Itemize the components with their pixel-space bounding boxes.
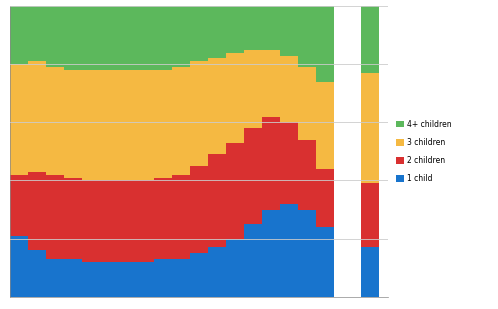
Bar (316, 82, 334, 169)
Bar (154, 259, 172, 297)
Bar (154, 6, 172, 70)
Bar (64, 6, 82, 70)
Bar (208, 6, 226, 58)
Bar (190, 166, 208, 253)
Bar (298, 140, 316, 210)
Bar (280, 6, 298, 56)
Bar (226, 239, 244, 297)
Bar (10, 64, 28, 175)
Bar (172, 6, 190, 67)
Bar (82, 6, 100, 70)
Bar (244, 50, 262, 128)
Bar (118, 6, 136, 70)
Bar (280, 122, 298, 204)
Bar (280, 204, 298, 297)
Bar (100, 180, 118, 262)
Bar (362, 247, 379, 297)
Bar (280, 56, 298, 122)
Bar (136, 6, 154, 70)
Bar (362, 6, 379, 73)
Bar (64, 178, 82, 259)
Bar (362, 183, 379, 247)
Bar (46, 67, 64, 175)
Bar (208, 154, 226, 247)
Bar (46, 6, 64, 67)
Bar (262, 50, 280, 116)
Bar (136, 262, 154, 297)
Bar (208, 247, 226, 297)
Bar (298, 210, 316, 297)
Bar (226, 6, 244, 53)
Bar (82, 262, 100, 297)
Bar (136, 180, 154, 262)
Bar (262, 6, 280, 50)
Bar (154, 70, 172, 178)
Bar (316, 6, 334, 82)
Bar (208, 58, 226, 154)
Bar (28, 172, 46, 250)
Bar (172, 259, 190, 297)
Bar (28, 250, 46, 297)
Bar (28, 6, 46, 61)
Bar (100, 6, 118, 70)
Bar (28, 61, 46, 172)
Bar (82, 70, 100, 180)
Bar (118, 70, 136, 180)
Bar (136, 70, 154, 180)
Bar (64, 70, 82, 178)
Bar (190, 6, 208, 61)
Bar (64, 259, 82, 297)
Bar (298, 6, 316, 67)
Bar (118, 180, 136, 262)
Bar (172, 175, 190, 259)
Bar (10, 175, 28, 236)
Bar (154, 178, 172, 259)
Bar (82, 180, 100, 262)
Bar (46, 259, 64, 297)
Bar (190, 253, 208, 297)
Bar (244, 6, 262, 50)
Bar (226, 143, 244, 239)
Bar (362, 73, 379, 183)
Bar (226, 53, 244, 143)
Bar (118, 262, 136, 297)
Bar (10, 236, 28, 297)
Bar (262, 210, 280, 297)
Bar (10, 6, 28, 64)
Bar (244, 128, 262, 224)
Bar (244, 224, 262, 297)
Bar (316, 227, 334, 297)
Bar (316, 169, 334, 227)
Bar (100, 70, 118, 180)
Bar (46, 175, 64, 259)
Legend: 4+ children, 3 children, 2 children, 1 child: 4+ children, 3 children, 2 children, 1 c… (396, 120, 451, 183)
Bar (298, 67, 316, 140)
Bar (190, 61, 208, 166)
Bar (262, 116, 280, 210)
Bar (100, 262, 118, 297)
Bar (172, 67, 190, 175)
